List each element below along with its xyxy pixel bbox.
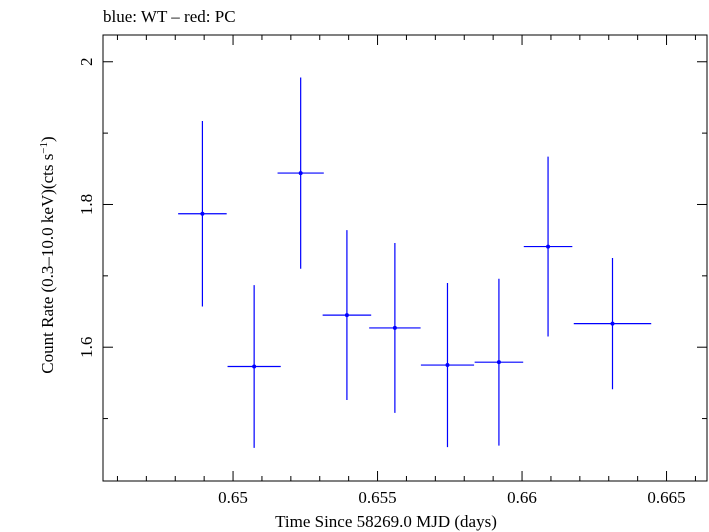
data-marker: [445, 363, 450, 368]
data-marker: [344, 313, 349, 318]
x-axis-label: Time Since 58269.0 MJD (days): [275, 512, 497, 531]
y-axis-label: Count Rate (0.3–10.0 keV)(cts s−1): [38, 136, 57, 373]
data-point-wt: [523, 156, 573, 337]
y-tick-label: 1.8: [77, 194, 96, 215]
data-marker: [610, 321, 615, 326]
y-tick-label: 2: [77, 58, 96, 66]
data-marker: [546, 244, 551, 249]
y-axis-label-exponent: −1: [38, 142, 50, 154]
data-marker: [496, 360, 501, 365]
data-point-wt: [322, 230, 372, 401]
data-series: [178, 77, 652, 448]
y-axis-label-close: ): [38, 136, 57, 142]
y-axis-label-main: Count Rate (0.3–10.0 keV)(cts s: [38, 154, 57, 374]
data-point-wt: [474, 278, 524, 446]
data-point-wt: [573, 258, 652, 390]
x-tick-label: 0.66: [507, 488, 537, 507]
x-tick-label: 0.655: [358, 488, 396, 507]
data-point-wt: [420, 282, 475, 448]
y-tick-label: 1.6: [77, 337, 96, 358]
data-marker: [298, 171, 303, 176]
data-point-wt: [227, 285, 281, 448]
x-tick-label: 0.65: [218, 488, 248, 507]
data-marker: [200, 211, 205, 216]
data-marker: [392, 325, 397, 330]
data-point-wt: [178, 120, 227, 307]
data-point-wt: [277, 77, 324, 269]
axis-tick-labels: 0.65 0.655 0.66 0.665 1.6 1.8 2: [77, 58, 686, 507]
data-point-wt: [369, 243, 421, 413]
plot-frame: [102, 34, 708, 482]
axis-ticks: [103, 35, 707, 481]
data-marker: [252, 364, 257, 369]
chart-title: blue: WT – red: PC: [103, 7, 236, 26]
x-tick-label: 0.665: [647, 488, 685, 507]
